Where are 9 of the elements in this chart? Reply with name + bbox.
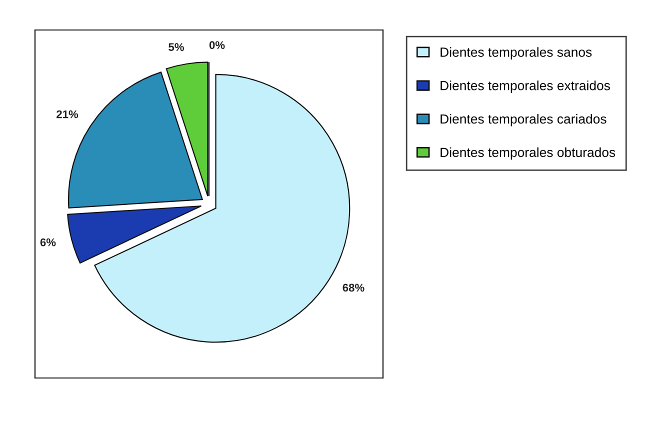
- data-label: 5%: [168, 43, 184, 51]
- text: 0%: [209, 41, 225, 50]
- data-label: 21%: [56, 110, 78, 118]
- legend-label: Dientes temporales sanos: [440, 47, 592, 60]
- legend-label: Dientes temporales cariados: [440, 114, 606, 126]
- legend-label: Dientes temporales extraidos: [440, 80, 610, 93]
- data-label: 6%: [40, 238, 56, 246]
- legend-label: Dientes temporales obturados: [440, 147, 616, 160]
- data-label: 68%: [342, 284, 364, 292]
